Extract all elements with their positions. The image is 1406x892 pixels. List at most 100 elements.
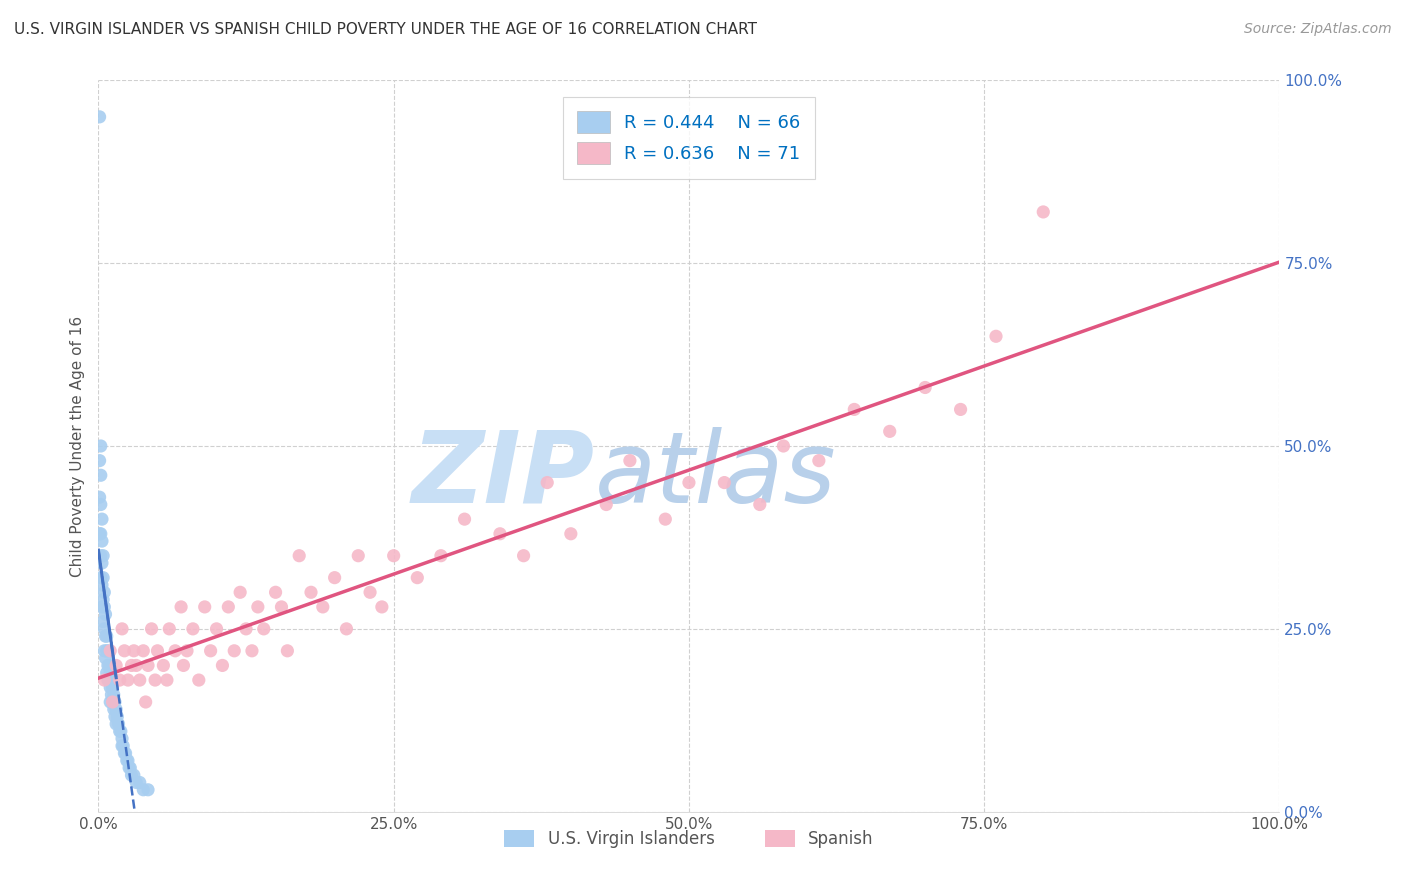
Point: [176, 644, 198, 658]
Point: [101, 681, 124, 695]
Text: ZIP: ZIP: [412, 426, 595, 524]
Point: [312, 599, 335, 614]
Point: [211, 658, 233, 673]
Point: [125, 775, 148, 789]
Point: [299, 585, 322, 599]
Point: [136, 782, 159, 797]
Point: [104, 695, 127, 709]
Point: [100, 673, 122, 687]
Point: [91, 512, 114, 526]
Text: U.S. VIRGIN ISLANDER VS SPANISH CHILD POVERTY UNDER THE AGE OF 16 CORRELATION CH: U.S. VIRGIN ISLANDER VS SPANISH CHILD PO…: [14, 22, 756, 37]
Point: [335, 622, 357, 636]
Point: [172, 658, 194, 673]
Point: [229, 585, 252, 599]
Point: [224, 644, 246, 658]
Point: [108, 673, 131, 687]
Point: [100, 688, 122, 702]
Point: [105, 658, 128, 673]
Point: [128, 673, 150, 687]
Legend: U.S. Virgin Islanders, Spanish: U.S. Virgin Islanders, Spanish: [498, 823, 880, 855]
Point: [205, 622, 228, 636]
Point: [94, 629, 117, 643]
Point: [844, 402, 866, 417]
Point: [96, 665, 118, 680]
Point: [536, 475, 558, 490]
Y-axis label: Child Poverty Under the Age of 16: Child Poverty Under the Age of 16: [69, 316, 84, 576]
Point: [108, 724, 131, 739]
Point: [235, 622, 257, 636]
Point: [270, 599, 292, 614]
Point: [97, 658, 120, 673]
Point: [110, 724, 132, 739]
Point: [98, 673, 121, 687]
Point: [136, 658, 159, 673]
Point: [453, 512, 475, 526]
Point: [748, 498, 770, 512]
Point: [146, 644, 169, 658]
Point: [595, 498, 617, 512]
Point: [489, 526, 512, 541]
Point: [121, 658, 143, 673]
Point: [93, 673, 115, 687]
Point: [104, 709, 127, 723]
Point: [194, 599, 217, 614]
Point: [152, 658, 174, 673]
Point: [264, 585, 287, 599]
Point: [187, 673, 209, 687]
Point: [132, 782, 155, 797]
Point: [111, 731, 134, 746]
Point: [122, 768, 145, 782]
Point: [93, 585, 115, 599]
Point: [96, 644, 118, 658]
Point: [91, 549, 114, 563]
Point: [98, 695, 121, 709]
Point: [111, 622, 134, 636]
Point: [98, 658, 121, 673]
Point: [101, 695, 124, 709]
Point: [156, 673, 179, 687]
Point: [91, 615, 114, 629]
Point: [89, 526, 111, 541]
Point: [105, 709, 128, 723]
Text: Source: ZipAtlas.com: Source: ZipAtlas.com: [1244, 22, 1392, 37]
Point: [90, 498, 112, 512]
Point: [111, 739, 134, 753]
Point: [125, 658, 148, 673]
Point: [112, 644, 135, 658]
Point: [276, 644, 298, 658]
Point: [807, 453, 830, 467]
Point: [430, 549, 453, 563]
Point: [91, 571, 114, 585]
Point: [90, 439, 112, 453]
Point: [949, 402, 972, 417]
Point: [90, 571, 112, 585]
Point: [246, 599, 269, 614]
Point: [406, 571, 429, 585]
Point: [98, 644, 121, 658]
Point: [240, 644, 263, 658]
Point: [122, 644, 145, 658]
Point: [879, 425, 901, 439]
Point: [91, 578, 114, 592]
Point: [347, 549, 370, 563]
Point: [89, 453, 111, 467]
Point: [105, 717, 128, 731]
Point: [157, 622, 180, 636]
Point: [107, 717, 129, 731]
Point: [217, 599, 239, 614]
Point: [371, 599, 394, 614]
Point: [121, 768, 143, 782]
Point: [713, 475, 735, 490]
Point: [90, 526, 112, 541]
Point: [96, 629, 118, 643]
Point: [91, 599, 114, 614]
Point: [323, 571, 346, 585]
Point: [115, 754, 138, 768]
Point: [93, 622, 115, 636]
Point: [288, 549, 311, 563]
Point: [165, 644, 187, 658]
Point: [114, 746, 136, 760]
Point: [91, 592, 114, 607]
Point: [112, 746, 135, 760]
Point: [103, 688, 125, 702]
